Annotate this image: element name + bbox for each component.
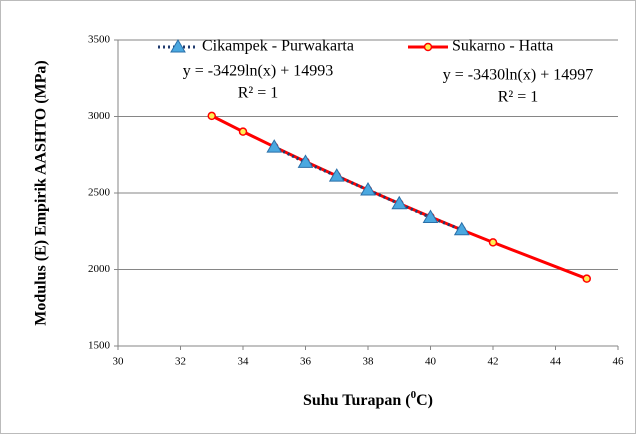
x-label-sup: 0 (411, 389, 417, 401)
x-tick-label: 30 (113, 356, 125, 368)
marker (453, 221, 470, 236)
x-tick-label: 40 (425, 356, 437, 368)
marker (328, 168, 345, 182)
marker (423, 42, 433, 52)
y-tick-label: 2000 (88, 263, 111, 275)
marker (266, 139, 283, 153)
y-tick-label: 3500 (88, 34, 111, 46)
y-tick-label: 2500 (88, 187, 111, 199)
marker (391, 195, 408, 210)
equation: y = -3430ln(x) + 14997 (443, 67, 593, 84)
marker (207, 111, 216, 121)
marker (488, 238, 498, 247)
legend-label: Sukarno - Hatta (452, 38, 553, 55)
x-tick-label: 32 (175, 356, 186, 368)
marker (170, 39, 186, 53)
series (266, 139, 470, 236)
marker (582, 274, 591, 283)
r-squared: R² = 1 (238, 85, 279, 102)
x-label-part: Suhu Turapan ( (303, 392, 411, 409)
x-axis-label: Suhu Turapan (0C) (303, 389, 433, 409)
legend-label: Cikampek - Purwakarta (202, 38, 354, 55)
y-tick-label: 3000 (88, 110, 111, 122)
y-axis-label: Modulus (E) Empirik AASHTO (MPa) (33, 60, 50, 326)
y-tick-label: 1500 (88, 340, 111, 352)
x-label-part: C) (416, 392, 433, 409)
marker (360, 181, 376, 196)
x-tick-label: 36 (300, 356, 312, 368)
equation: y = -3429ln(x) + 14993 (183, 63, 333, 80)
x-tick-label: 42 (488, 356, 499, 368)
r-squared: R² = 1 (498, 89, 539, 106)
marker (297, 154, 314, 168)
x-tick-label: 44 (550, 356, 562, 368)
marker (422, 209, 439, 223)
x-tick-label: 38 (363, 356, 375, 368)
marker (238, 127, 248, 136)
x-tick-label: 34 (238, 356, 250, 368)
x-tick-label: 46 (613, 356, 625, 368)
